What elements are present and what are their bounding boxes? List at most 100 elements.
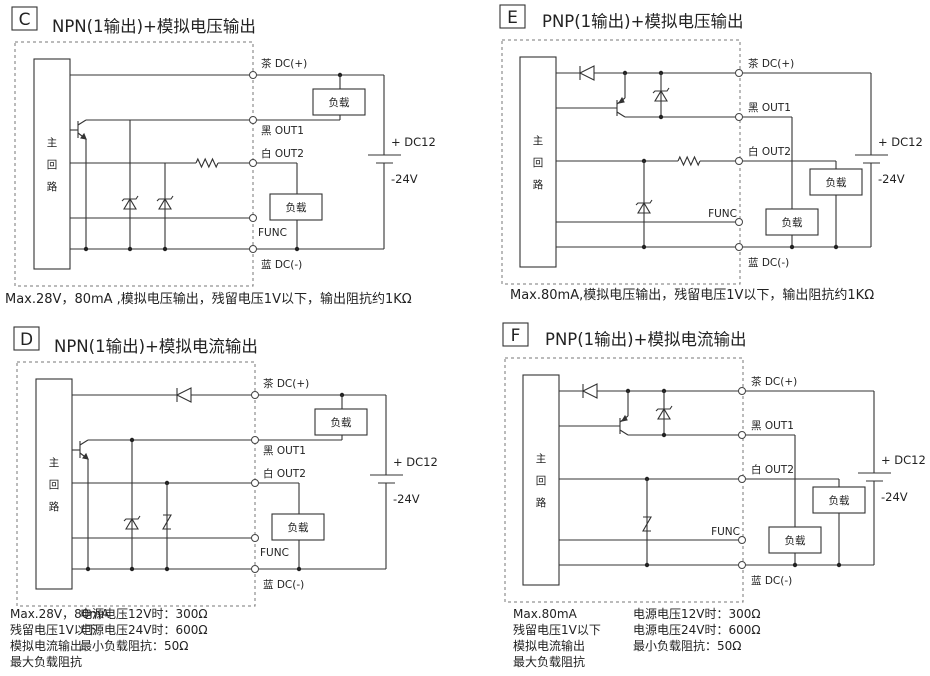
zener-diode-bar [123,515,141,522]
note-c: Max.28V，80mA ,模拟电压输出，残留电压1V以下，输出阻抗约1KΩ [5,291,412,307]
note-line: 电源电压12V时：300Ω [80,607,208,621]
load-box [312,88,366,116]
junction-dot [789,244,795,250]
panel-letter-box [499,4,526,29]
z-element-icon [642,516,652,532]
label-out2: 白 OUT2 [261,147,304,160]
supply-plus-label: + DC12 [393,455,438,469]
panel-letter: D [20,330,33,350]
panel-letter-box [11,6,38,31]
zener-diode-bar [635,199,653,206]
transistor-collector [79,439,89,446]
transistor-collector [616,111,626,118]
load-box [768,526,822,554]
label-dc-minus: 蓝 DC(-) [261,259,302,271]
terminal-func [738,536,746,544]
main-circuit-block [33,58,71,270]
panel-letter: C [19,10,31,30]
label-dc-minus: 蓝 DC(-) [263,579,304,591]
emitter-arrow [617,96,625,104]
label-func: FUNC [711,526,740,538]
label-dc-plus: 茶 DC(+) [261,57,307,70]
label-func: FUNC [708,208,737,220]
terminal-dc-plus [251,391,259,399]
diode-icon [578,65,595,81]
note-line: 模拟电流输出 [10,638,82,653]
junction-dot [296,566,302,572]
label-out2: 白 OUT2 [263,467,306,480]
diode-icon [175,387,192,403]
load-label: 负载 [329,96,350,109]
junction-dot [162,246,168,252]
junction-dot [833,244,839,250]
terminal-dc-plus [738,387,746,395]
transistor-collector [619,429,629,436]
zener-diode-bar [156,195,174,202]
label-dc-plus: 茶 DC(+) [751,375,797,388]
terminal-func [251,534,259,542]
label-dc-plus: 茶 DC(+) [263,377,309,390]
supply-minus-label: -24V [881,490,908,504]
terminal-dc-plus [735,69,743,77]
note-line: 电源电压24V时：600Ω [633,623,761,637]
main-circuit-label: 主 [536,453,547,465]
zener-diode-icon [123,197,137,210]
load-box [269,193,323,221]
supply-minus-label: -24V [391,172,418,186]
junction-dot [658,114,664,120]
transistor-collector [77,119,87,126]
note-line: 模拟电流输出 [513,638,585,653]
load-box [271,513,325,541]
junction-dot [661,432,667,438]
load-label: 负载 [288,521,309,534]
main-circuit-label: 主 [533,135,544,147]
zener-diode-icon [637,201,651,214]
main-circuit-block [519,56,557,268]
load-label: 负载 [829,494,850,507]
main-circuit-block [35,378,73,590]
junction-dot [129,566,135,572]
note-line: 最小负载阻抗：50Ω [80,638,188,653]
supply-plus-label: + DC12 [881,453,926,467]
label-func: FUNC [258,227,287,239]
terminal-dc-minus [249,245,257,253]
supply-minus-label: -24V [878,172,905,186]
terminal-out1 [249,116,257,124]
note-line: 残留电压1V以下 [513,623,601,637]
note-line: 残留电压1V以下 [10,623,98,637]
zener-diode-icon [657,407,671,420]
note-e: Max.80mA,模拟电压输出，残留电压1V以下，输出阻抗约1KΩ [510,287,874,303]
label-out1: 黑 OUT1 [263,445,306,457]
junction-dot [164,566,170,572]
load-box [809,168,863,196]
supply-plus-label: + DC12 [391,135,436,149]
main-circuit-label: 回 [47,159,58,171]
terminal-dc-plus [249,71,257,79]
main-circuit-label: 路 [47,180,58,193]
main-circuit-label: 主 [47,137,58,149]
load-box [765,208,819,236]
terminal-out2 [735,157,743,165]
label-out1: 黑 OUT1 [748,102,791,114]
zener-diode-bar [652,87,670,94]
zener-diode-icon [654,89,668,102]
resistor-icon [677,155,701,167]
zener-diode-bar [121,195,139,202]
junction-dot [836,562,842,568]
main-circuit-label: 主 [49,457,60,469]
junction-dot [641,244,647,250]
terminal-out1 [738,431,746,439]
label-dc-minus: 蓝 DC(-) [751,575,792,587]
emitter-arrow [82,452,89,460]
zener-diode-bar [655,405,673,412]
diode-icon [581,383,598,399]
panel-letter: E [507,8,518,28]
note-line: 最大负载阻抗 [513,654,585,669]
label-dc-minus: 蓝 DC(-) [748,257,789,269]
load-box [812,486,866,514]
terminal-out1 [251,436,259,444]
junction-dot [129,437,135,443]
